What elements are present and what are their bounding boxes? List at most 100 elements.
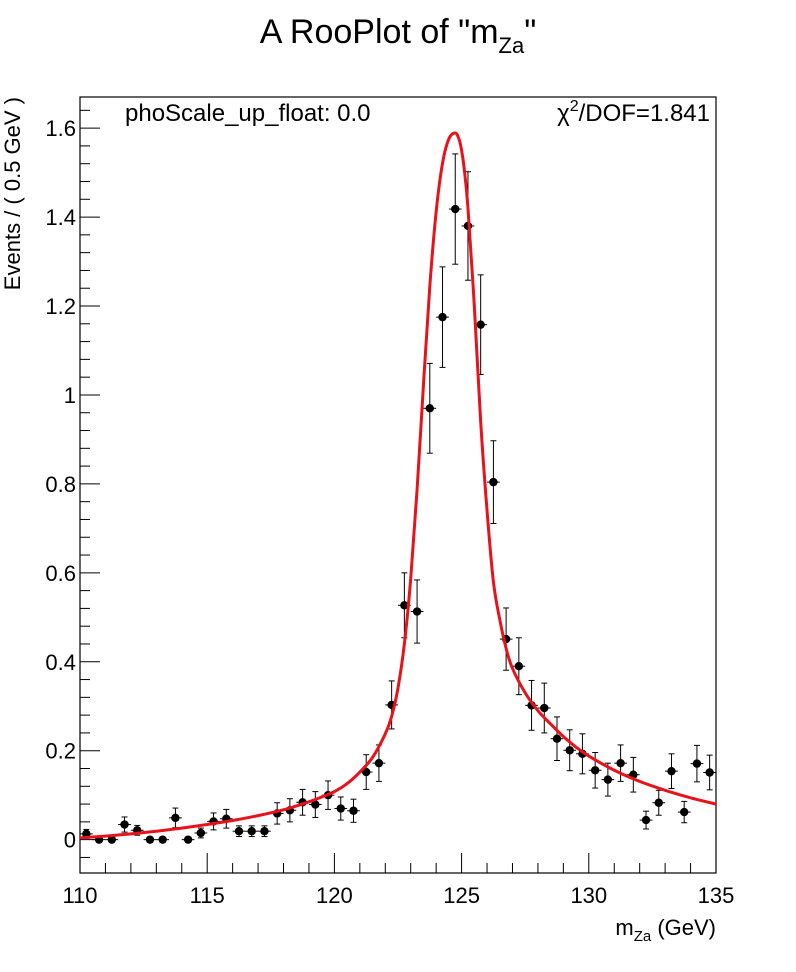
data-point xyxy=(703,754,716,791)
data-marker xyxy=(705,768,714,777)
data-point xyxy=(423,362,437,454)
data-point xyxy=(283,798,297,823)
data-marker xyxy=(107,835,117,844)
data-point xyxy=(245,825,259,838)
data-point xyxy=(652,789,666,816)
y-tick-label: 0.4 xyxy=(45,650,76,675)
data-point xyxy=(448,153,462,265)
data-point xyxy=(258,825,271,838)
y-axis-label: Events / ( 0.5 GeV ) xyxy=(0,97,25,290)
data-marker xyxy=(489,477,498,487)
data-marker xyxy=(476,320,485,329)
data-point xyxy=(525,679,538,731)
data-marker xyxy=(171,813,180,823)
data-marker xyxy=(654,798,663,807)
data-marker xyxy=(400,601,409,610)
data-point xyxy=(690,744,704,783)
data-point xyxy=(232,825,246,838)
data-marker xyxy=(158,835,167,844)
x-tick-label: 115 xyxy=(190,883,225,908)
data-marker xyxy=(247,826,256,836)
data-point xyxy=(118,816,131,833)
chart-title-main: A RooPlot of "m xyxy=(260,13,499,51)
data-points-series xyxy=(80,153,716,844)
data-marker xyxy=(349,806,358,815)
data-marker xyxy=(565,746,574,755)
data-point xyxy=(194,827,208,839)
chi2-value: /DOF=1.841 xyxy=(579,100,710,127)
data-marker xyxy=(616,758,625,768)
data-point xyxy=(512,637,526,696)
data-marker xyxy=(336,804,345,813)
data-point xyxy=(181,835,195,844)
x-axis-label-subscript: Za xyxy=(634,928,652,945)
fit-curve-line xyxy=(79,131,717,840)
data-marker xyxy=(514,662,524,671)
y-axis-tick-labels: 0 0.2 0.4 0.6 0.8 1 1.2 1.4 1.6 xyxy=(45,116,76,853)
y-axis-ticks xyxy=(80,109,100,858)
data-marker xyxy=(145,835,155,844)
x-tick-label: 120 xyxy=(316,883,353,908)
data-point xyxy=(537,682,551,734)
data-point xyxy=(639,810,653,830)
data-point xyxy=(105,835,119,844)
data-marker xyxy=(451,204,460,214)
data-point xyxy=(550,716,564,761)
chart-title-end: " xyxy=(524,13,536,51)
x-axis-label-unit: (GeV) xyxy=(651,915,716,940)
data-marker xyxy=(260,826,269,836)
data-point xyxy=(372,744,386,782)
parameter-annotation: phoScale_up_float: 0.0 xyxy=(125,100,371,127)
data-marker xyxy=(374,758,384,768)
data-marker xyxy=(641,815,651,825)
data-point xyxy=(156,835,170,844)
y-tick-label: 1.6 xyxy=(45,116,76,141)
data-marker xyxy=(362,767,371,777)
data-point xyxy=(334,796,348,821)
data-marker xyxy=(234,826,244,836)
data-point xyxy=(169,807,182,829)
y-tick-label: 0.8 xyxy=(45,472,76,497)
data-point xyxy=(626,756,640,793)
chi2-symbol: χ xyxy=(557,100,570,127)
y-tick-label: 1 xyxy=(64,383,76,408)
x-axis-label: mZa (GeV) xyxy=(615,915,716,945)
data-point xyxy=(410,579,424,644)
data-marker xyxy=(680,807,689,817)
data-marker xyxy=(590,766,600,775)
data-point xyxy=(563,729,577,772)
data-point xyxy=(614,744,627,782)
x-tick-label: 125 xyxy=(443,883,480,908)
data-marker xyxy=(196,828,206,838)
data-point xyxy=(665,753,678,790)
data-marker xyxy=(120,820,129,829)
data-marker xyxy=(692,759,702,768)
data-point xyxy=(308,791,322,818)
x-axis-tick-labels: 110 115 120 125 130 135 xyxy=(62,883,734,908)
data-marker xyxy=(412,607,422,616)
y-tick-label: 1.2 xyxy=(45,294,76,319)
data-point xyxy=(143,835,157,844)
x-tick-label: 135 xyxy=(698,883,735,908)
data-marker xyxy=(438,312,447,322)
data-marker xyxy=(183,835,193,844)
data-point xyxy=(219,808,233,829)
x-axis-ticks xyxy=(79,853,717,873)
y-tick-label: 1.4 xyxy=(45,205,76,230)
chart-title: A RooPlot of "mZa" xyxy=(260,13,537,58)
y-tick-label: 0.6 xyxy=(45,561,76,586)
data-point xyxy=(347,798,360,823)
data-point xyxy=(487,440,500,524)
data-marker xyxy=(552,734,562,743)
data-marker xyxy=(540,703,549,713)
data-point xyxy=(359,754,373,790)
data-marker xyxy=(667,766,676,776)
chi2-annotation: χ2/DOF=1.841 xyxy=(557,98,710,127)
y-tick-label: 0.2 xyxy=(45,739,76,764)
data-marker xyxy=(425,404,434,413)
chi2-superscript: 2 xyxy=(570,98,579,115)
x-tick-label: 130 xyxy=(570,883,607,908)
x-axis-label-main: m xyxy=(615,915,633,940)
data-marker xyxy=(311,800,320,809)
